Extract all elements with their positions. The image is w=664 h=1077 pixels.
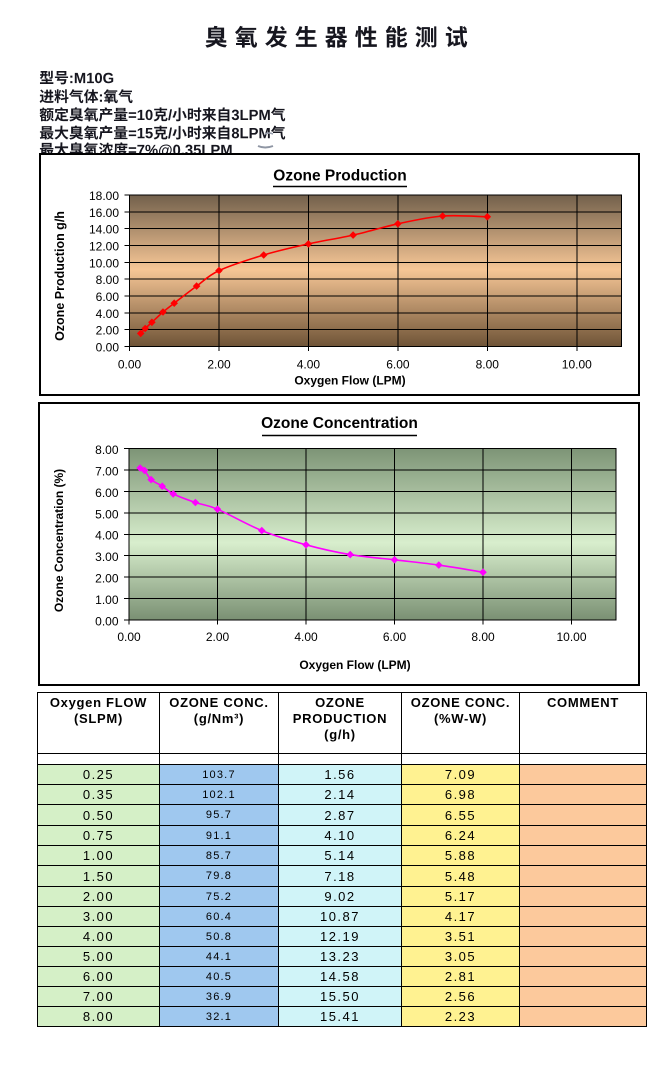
svg-text:2.00: 2.00 bbox=[206, 630, 230, 644]
svg-text:0.00: 0.00 bbox=[118, 358, 142, 372]
svg-text:4.00: 4.00 bbox=[96, 307, 120, 321]
svg-text:Oxygen Flow (LPM): Oxygen Flow (LPM) bbox=[299, 658, 410, 672]
svg-text:14.00: 14.00 bbox=[89, 223, 119, 237]
svg-text:4.00: 4.00 bbox=[297, 358, 321, 372]
svg-text:Ozone Concentration (%): Ozone Concentration (%) bbox=[52, 469, 66, 612]
svg-text:6.00: 6.00 bbox=[383, 630, 407, 644]
svg-text:0.00: 0.00 bbox=[95, 615, 119, 629]
svg-text:8.00: 8.00 bbox=[95, 443, 119, 457]
svg-text:0.00: 0.00 bbox=[117, 630, 141, 644]
svg-text:1.00: 1.00 bbox=[95, 593, 119, 607]
svg-text:8.00: 8.00 bbox=[471, 630, 495, 644]
svg-text:2.00: 2.00 bbox=[95, 572, 119, 586]
svg-text:3.00: 3.00 bbox=[95, 550, 119, 564]
svg-text:Oxygen Flow (LPM): Oxygen Flow (LPM) bbox=[294, 374, 405, 388]
svg-text:2.00: 2.00 bbox=[96, 324, 120, 338]
svg-text:4.00: 4.00 bbox=[95, 529, 119, 543]
svg-text:2.00: 2.00 bbox=[207, 358, 231, 372]
svg-text:12.00: 12.00 bbox=[89, 240, 119, 254]
svg-text:18.00: 18.00 bbox=[89, 189, 119, 203]
svg-text:8.00: 8.00 bbox=[476, 358, 500, 372]
svg-text:6.00: 6.00 bbox=[96, 290, 120, 304]
svg-text:10.00: 10.00 bbox=[562, 358, 592, 372]
svg-text:16.00: 16.00 bbox=[89, 206, 119, 220]
svg-text:7.00: 7.00 bbox=[95, 464, 119, 478]
svg-text:8.00: 8.00 bbox=[96, 273, 120, 287]
svg-text:6.00: 6.00 bbox=[95, 486, 119, 500]
svg-text:Ozone Production g/h: Ozone Production g/h bbox=[53, 211, 67, 341]
svg-text:Ozone Concentration: Ozone Concentration bbox=[261, 415, 418, 432]
svg-text:6.00: 6.00 bbox=[386, 358, 410, 372]
svg-text:10.00: 10.00 bbox=[556, 630, 586, 644]
svg-text:Ozone Production: Ozone Production bbox=[273, 168, 406, 185]
svg-text:0.00: 0.00 bbox=[96, 341, 120, 355]
svg-text:5.00: 5.00 bbox=[95, 507, 119, 521]
svg-text:10.00: 10.00 bbox=[89, 256, 119, 270]
svg-text:4.00: 4.00 bbox=[294, 630, 318, 644]
